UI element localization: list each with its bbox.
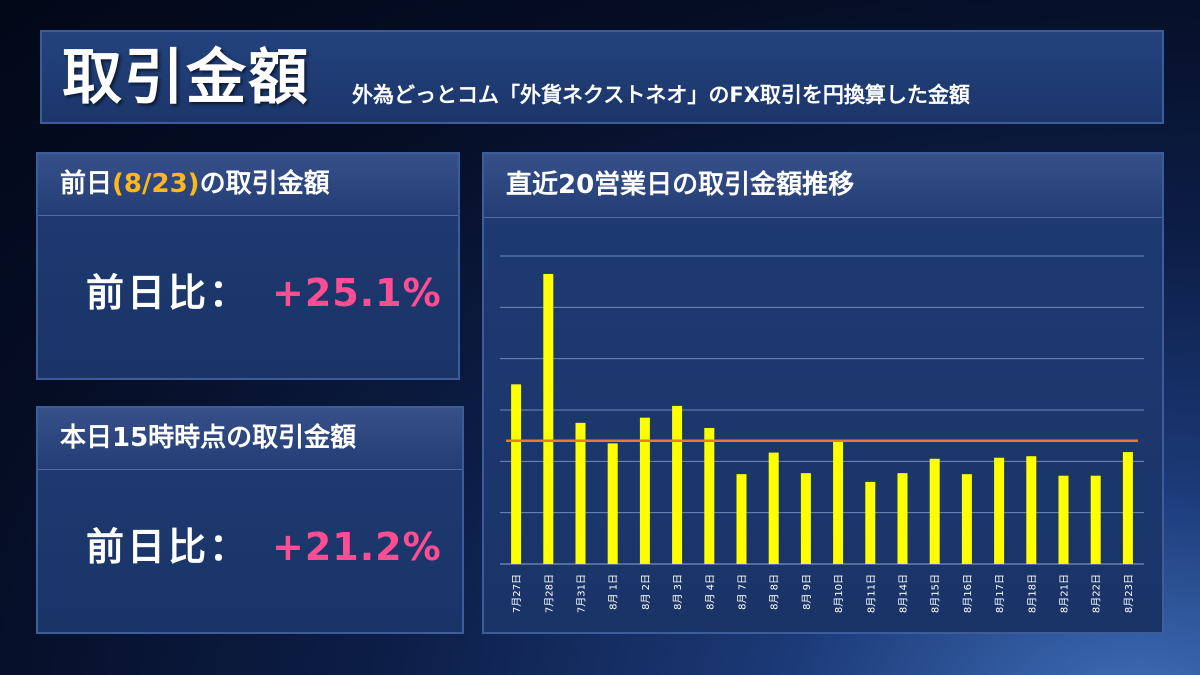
bar-6 (704, 427, 715, 564)
x-tick-label-14: 8月16日 (962, 574, 974, 613)
bar-14 (961, 474, 972, 564)
bar-16 (1026, 456, 1037, 564)
x-tick-label-13: 8月15日 (930, 574, 942, 613)
bar-13 (929, 458, 940, 564)
x-tick-label-6: 8月 4日 (704, 574, 716, 610)
today-header: 本日15時時点の取引金額 (38, 408, 462, 470)
x-tick-label-19: 8月23日 (1123, 574, 1135, 613)
bar-10 (833, 441, 844, 564)
x-tick-label-0: 7月27日 (511, 574, 523, 613)
page-title: 取引金額 (62, 43, 310, 113)
previous-day-date: (8/23) (112, 169, 200, 199)
bar-18 (1090, 475, 1101, 564)
bar-5 (672, 405, 683, 564)
x-tick-label-9: 8月 9日 (801, 574, 813, 610)
x-tick-label-4: 8月 2日 (640, 574, 652, 610)
bar-12 (897, 473, 908, 564)
bar-9 (800, 473, 811, 564)
bar-8 (768, 452, 779, 564)
x-tick-label-17: 8月21日 (1059, 574, 1071, 613)
x-tick-label-1: 7月28日 (543, 574, 555, 613)
x-tick-label-2: 7月31日 (576, 574, 588, 613)
bar-17 (1058, 475, 1069, 564)
previous-day-panel: 前日(8/23)の取引金額 前日比： +25.1% (36, 152, 460, 380)
bar-7 (736, 474, 747, 564)
bar-2 (575, 422, 586, 564)
bar-11 (865, 481, 876, 564)
x-tick-label-7: 8月 7日 (737, 574, 749, 610)
x-tick-label-5: 8月 3日 (672, 574, 684, 610)
x-tick-label-18: 8月22日 (1091, 574, 1103, 613)
bar-19 (1122, 452, 1133, 564)
previous-day-title-suffix: の取引金額 (199, 169, 330, 199)
previous-day-ratio: 前日比： +25.1% (86, 262, 442, 317)
today-ratio: 前日比： +21.2% (86, 516, 442, 571)
today-ratio-label: 前日比： (86, 525, 251, 569)
x-tick-label-8: 8月 8日 (769, 574, 781, 610)
x-tick-label-10: 8月10日 (833, 574, 845, 613)
previous-day-title-prefix: 前日 (60, 169, 113, 199)
chart-title: 直近20営業日の取引金額推移 (484, 154, 1162, 218)
x-tick-label-11: 8月11日 (865, 574, 877, 613)
header-panel: 取引金額 外為どっとコム「外貨ネクストネオ」のFX取引を円換算した金額 (40, 30, 1164, 124)
previous-day-ratio-value: +25.1% (272, 271, 442, 315)
bar-chart: 7月27日 7月28日 7月31日 8月 1日 8月 2日 8月 3日 8月 4日 8月 7日… (500, 255, 1144, 613)
today-panel: 本日15時時点の取引金額 前日比： +21.2% (36, 406, 464, 634)
bar-0 (511, 384, 522, 564)
bar-4 (639, 417, 650, 564)
chart-panel: 直近20営業日の取引金額推移 7月27日 7月28日 7月31日 8月 1日 8月 2日… (482, 152, 1164, 634)
x-tick-label-12: 8月14日 (898, 574, 910, 613)
x-tick-label-16: 8月18日 (1026, 574, 1038, 613)
x-tick-label-15: 8月17日 (994, 574, 1006, 613)
bar-1 (543, 273, 554, 564)
previous-day-header: 前日(8/23)の取引金額 (38, 154, 458, 216)
x-tick-label-3: 8月 1日 (608, 574, 620, 610)
previous-day-ratio-label: 前日比： (86, 271, 251, 315)
page-subtitle: 外為どっとコム「外貨ネクストネオ」のFX取引を円換算した金額 (352, 83, 970, 107)
bar-15 (994, 457, 1005, 564)
today-ratio-value: +21.2% (272, 525, 442, 569)
bar-3 (607, 443, 618, 564)
